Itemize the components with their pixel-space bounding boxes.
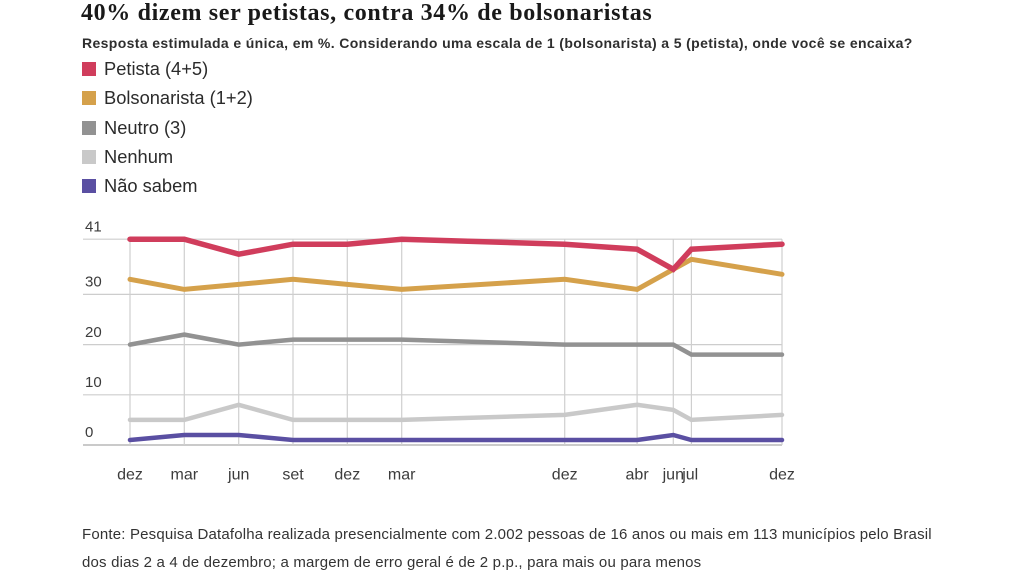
svg-text:41: 41 [85, 218, 102, 235]
svg-text:10: 10 [85, 374, 102, 391]
svg-text:mar: mar [171, 467, 199, 484]
svg-text:jul: jul [681, 467, 698, 484]
svg-text:dez: dez [552, 467, 578, 484]
svg-text:mar: mar [388, 467, 416, 484]
svg-text:dez: dez [117, 467, 143, 484]
svg-text:abr: abr [626, 467, 650, 484]
svg-text:dez: dez [334, 467, 360, 484]
svg-text:20: 20 [85, 324, 102, 341]
svg-text:dez: dez [769, 467, 795, 484]
svg-text:jun: jun [662, 467, 684, 484]
svg-text:0: 0 [85, 424, 93, 441]
svg-text:set: set [282, 467, 304, 484]
svg-text:jun: jun [227, 467, 249, 484]
svg-text:30: 30 [85, 274, 102, 291]
